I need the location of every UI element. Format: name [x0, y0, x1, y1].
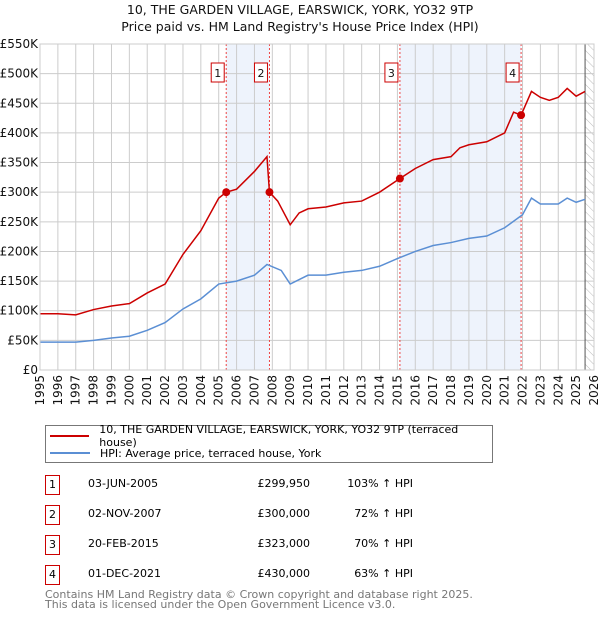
x-tick-label: 2015: [390, 375, 404, 406]
sale-marker-badge: 2: [45, 505, 60, 525]
legend: 10, THE GARDEN VILLAGE, EARSWICK, YORK, …: [45, 423, 493, 463]
plot-border: [39, 43, 595, 371]
x-tick-label: 2010: [301, 375, 315, 406]
sale-hpi-diff: 72% ↑ HPI: [354, 507, 413, 520]
legend-item-property: 10, THE GARDEN VILLAGE, EARSWICK, YORK, …: [46, 423, 492, 449]
x-tick-label: 2008: [265, 375, 279, 406]
y-tick-label: £200K: [0, 244, 39, 258]
sale-label: 4: [509, 67, 516, 80]
x-tick-label: 2023: [533, 375, 547, 406]
x-tick-label: 2004: [194, 375, 208, 406]
x-tick-label: 1997: [69, 375, 83, 406]
sale-row: 1 03-JUN-2005 £299,950 103% ↑ HPI: [45, 475, 465, 495]
sale-label: 3: [388, 67, 395, 80]
sale-date: 01-DEC-2021: [88, 567, 162, 580]
x-tick-label: 2003: [176, 375, 190, 406]
sale-label-box: [253, 62, 268, 83]
x-tick-label: 2021: [498, 375, 512, 406]
sale-hpi-diff: 63% ↑ HPI: [354, 567, 413, 580]
x-tick-label: 2002: [158, 375, 172, 406]
chart-subtitle: Price paid vs. HM Land Registry's House …: [121, 19, 479, 34]
y-tick-label: £250K: [0, 215, 39, 229]
legend-label: 10, THE GARDEN VILLAGE, EARSWICK, YORK, …: [99, 423, 459, 449]
x-tick-label: 2000: [122, 375, 136, 406]
x-tick-label: 2005: [212, 375, 226, 406]
sale-date: 03-JUN-2005: [88, 477, 159, 490]
price-chart: £0 £50K £100K £150K £200K £250K £300K £350K £400…: [0, 37, 600, 406]
shaded-period: [399, 44, 522, 370]
x-tick-label: 2020: [480, 375, 494, 406]
legend-item-hpi: HPI: Average price, terraced house, York: [46, 445, 321, 461]
property-price-line: [40, 87, 586, 316]
sale-hpi-diff: 70% ↑ HPI: [354, 537, 413, 550]
sale-marker-badge: 3: [45, 535, 60, 555]
x-tick-label: 2025: [569, 375, 583, 406]
x-tick-label: 2006: [230, 375, 244, 406]
x-tick-label: 2011: [319, 375, 333, 406]
y-tick-label: £350K: [0, 156, 39, 170]
x-tick-label: 2019: [462, 375, 476, 406]
chart-title: 10, THE GARDEN VILLAGE, EARSWICK, YORK, …: [126, 2, 474, 17]
x-tick-label: 1999: [104, 375, 118, 406]
x-tick-label: 2018: [444, 375, 458, 406]
y-tick-label: £0: [23, 363, 38, 377]
sale-point: [395, 174, 404, 183]
footer-line: This data is licensed under the Open Gov…: [45, 598, 396, 611]
x-tick-label: 2016: [408, 375, 422, 406]
footer-line: Contains HM Land Registry data © Crown c…: [45, 588, 473, 601]
sale-date: 20-FEB-2015: [88, 537, 159, 550]
sale-row: 3 20-FEB-2015 £323,000 70% ↑ HPI: [45, 535, 465, 555]
future-hatch: [585, 44, 594, 370]
hpi-line: [40, 197, 586, 343]
y-tick-label: £450K: [0, 96, 39, 110]
x-tick-label: 2014: [373, 375, 387, 406]
y-tick-label: £100K: [0, 304, 39, 318]
x-tick-label: 1996: [51, 375, 65, 406]
sale-price: £300,000: [257, 507, 311, 520]
y-tick-label: £400K: [0, 126, 39, 140]
y-tick-label: £50K: [7, 333, 39, 347]
x-tick-label: 2009: [283, 375, 297, 406]
sale-label: 2: [257, 67, 264, 80]
x-tick-label: 2024: [551, 375, 565, 406]
x-tick-label: 2013: [355, 375, 369, 406]
y-tick-label: £500K: [0, 67, 39, 81]
sale-price: £430,000: [257, 567, 311, 580]
y-tick-label: £300K: [0, 185, 39, 199]
legend-label: HPI: Average price, terraced house, York: [100, 446, 322, 460]
x-tick-label: 2017: [426, 375, 440, 406]
sale-label-box: [384, 62, 399, 83]
sale-price: £323,000: [257, 537, 311, 550]
sale-row: 4 01-DEC-2021 £430,000 63% ↑ HPI: [45, 565, 465, 585]
sale-label-box: [210, 62, 225, 83]
x-tick-label: 2007: [247, 375, 261, 406]
shaded-period: [226, 44, 270, 370]
sale-hpi-diff: 103% ↑ HPI: [347, 477, 413, 490]
x-tick-label: 2012: [337, 375, 351, 406]
sale-label-box: [505, 62, 520, 83]
x-tick-label: 2026: [587, 375, 600, 406]
footer: Contains HM Land Registry data © Crown c…: [45, 588, 473, 611]
sale-date: 02-NOV-2007: [88, 507, 162, 520]
y-tick-label: £550K: [0, 37, 39, 51]
x-tick-label: 2022: [516, 375, 530, 406]
x-tick-label: 1998: [87, 375, 101, 406]
legend-swatch: [50, 452, 90, 454]
sale-point: [222, 188, 231, 197]
y-tick-label: £150K: [0, 274, 39, 288]
sale-point: [265, 188, 274, 197]
x-tick-label: 1995: [33, 375, 47, 406]
sale-row: 2 02-NOV-2007 £300,000 72% ↑ HPI: [45, 505, 465, 525]
sale-price: £299,950: [257, 477, 311, 490]
sale-marker-badge: 4: [45, 565, 60, 585]
sale-point: [517, 111, 526, 120]
x-tick-label: 2001: [140, 375, 154, 406]
sale-marker-badge: 1: [45, 475, 60, 495]
legend-swatch: [50, 435, 90, 437]
sale-label: 1: [214, 67, 221, 80]
